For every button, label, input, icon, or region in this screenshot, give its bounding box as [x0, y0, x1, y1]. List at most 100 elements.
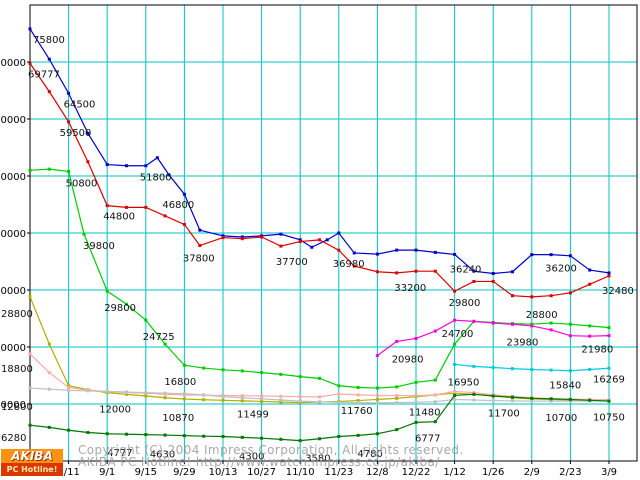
data-point-label: 33200	[394, 283, 426, 294]
series-marker-pink	[472, 391, 476, 395]
data-point-label: 11700	[488, 408, 520, 419]
series-marker-gray	[395, 401, 399, 405]
series-marker-pink	[240, 394, 244, 398]
series-marker-gray	[549, 399, 553, 403]
series-marker-dark-green	[433, 420, 437, 424]
series-marker-olive	[202, 398, 206, 402]
data-point-label: 11760	[341, 406, 373, 417]
series-marker-blue	[144, 164, 148, 168]
series-marker-dark-green	[491, 394, 495, 398]
series-marker-dark-green	[202, 434, 206, 438]
series-marker-dark-green	[28, 423, 32, 427]
data-point-label: 12800	[1, 402, 33, 413]
series-marker-olive	[240, 399, 244, 403]
data-point-label: 36980	[333, 259, 365, 270]
series-marker-blue	[198, 228, 202, 232]
series-marker-dark-green	[549, 397, 553, 401]
series-marker-green	[105, 289, 109, 293]
series-marker-green	[337, 384, 341, 388]
series-marker-red	[453, 289, 457, 293]
series-marker-dark-green	[240, 435, 244, 439]
data-point-label: 64500	[64, 99, 96, 110]
series-marker-dark-green	[67, 428, 71, 432]
series-marker-gray	[568, 399, 572, 403]
series-marker-red	[86, 160, 90, 164]
series-marker-green	[318, 376, 321, 380]
series-marker-olive	[395, 396, 399, 400]
data-point-label: 3580	[305, 454, 330, 465]
series-marker-olive	[453, 391, 457, 395]
series-marker-dark-green	[568, 397, 572, 401]
series-marker-pink	[337, 392, 341, 396]
data-point-label: 16800	[164, 377, 196, 388]
series-marker-cyan	[568, 369, 572, 373]
series-marker-gray	[318, 400, 321, 404]
series-marker-dark-green	[163, 433, 167, 437]
series-marker-green	[395, 385, 399, 389]
series-marker-dark-green	[414, 420, 418, 424]
data-point-label: 21980	[581, 345, 613, 356]
series-marker-green	[549, 321, 553, 325]
y-axis-tick-label: 20000	[0, 343, 26, 354]
series-marker-dark-green	[530, 396, 534, 400]
series-marker-blue	[375, 252, 379, 256]
series-marker-pink	[47, 371, 51, 375]
series-marker-blue	[182, 192, 186, 196]
series-marker-blue	[453, 252, 457, 256]
logo-title: AKIBA	[1, 449, 63, 463]
series-marker-gray	[221, 395, 225, 399]
series-marker-dark-green	[318, 437, 321, 441]
series-marker-gray	[530, 399, 534, 403]
data-point-label: 36200	[545, 264, 577, 275]
series-marker-pink	[28, 352, 32, 356]
data-point-label: 50800	[66, 178, 98, 189]
x-axis-tick-label: 1/12	[443, 467, 465, 478]
x-axis-tick-label: 9/15	[135, 467, 157, 478]
series-marker-cyan	[472, 364, 476, 368]
data-point-label: 46800	[162, 200, 194, 211]
series-marker-red	[414, 269, 418, 273]
data-point-label: 11499	[237, 409, 269, 420]
series-marker-green	[356, 385, 360, 389]
series-marker-red	[163, 214, 167, 218]
series-marker-green	[202, 366, 206, 370]
series-marker-pink	[375, 393, 379, 397]
series-marker-magenta	[568, 334, 572, 338]
series-marker-gray	[279, 398, 283, 402]
series-marker-blue	[337, 231, 341, 235]
series-marker-blue	[607, 271, 611, 275]
y-axis-tick-label: 10000	[0, 400, 26, 411]
y-axis-tick-label: 60000	[0, 115, 26, 126]
series-line-green	[29, 168, 610, 389]
series-marker-cyan	[530, 368, 534, 372]
series-marker-blue	[125, 164, 128, 168]
series-marker-olive	[182, 397, 186, 401]
series-marker-blue	[395, 248, 399, 252]
x-axis-tick-label: 11/23	[324, 467, 353, 478]
series-marker-blue	[352, 251, 356, 255]
series-marker-gray	[433, 400, 437, 404]
data-point-label: 12000	[99, 405, 131, 416]
logo-subtitle: PC Hotline!	[1, 463, 63, 476]
series-marker-cyan	[549, 368, 553, 372]
series-marker-olive	[144, 394, 148, 398]
series-marker-gray	[375, 401, 379, 405]
series-marker-green	[530, 322, 534, 326]
data-point-label: 4630	[150, 450, 175, 461]
series-marker-green	[67, 169, 71, 173]
series-marker-gray	[298, 399, 302, 403]
series-marker-green	[298, 375, 302, 379]
data-point-label: 6777	[415, 433, 440, 444]
data-point-label: 59500	[60, 128, 92, 139]
series-marker-gray	[472, 398, 476, 402]
series-marker-gray	[67, 388, 71, 392]
data-point-label: 24700	[442, 329, 474, 340]
series-marker-green	[588, 324, 592, 328]
data-point-label: 32480	[602, 286, 634, 297]
x-axis-tick-label: 9/1	[99, 467, 115, 478]
series-marker-cyan	[491, 366, 495, 370]
data-point-label: 51800	[140, 173, 172, 184]
series-marker-magenta	[530, 324, 534, 328]
series-marker-blue	[298, 238, 302, 242]
